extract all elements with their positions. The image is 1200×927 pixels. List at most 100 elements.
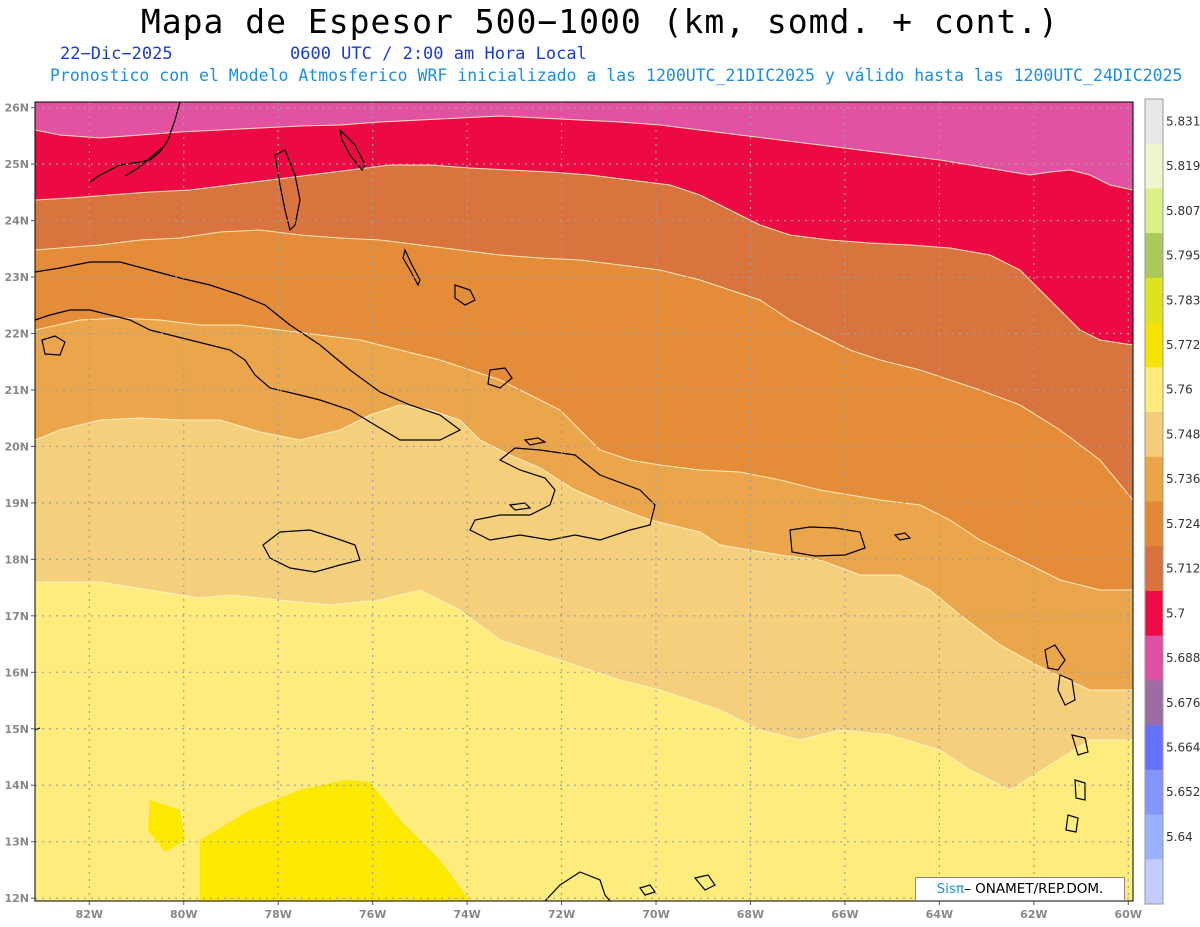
colorbar-segment bbox=[1145, 143, 1163, 189]
colorbar-segment bbox=[1145, 501, 1163, 547]
lon-label: 74W bbox=[453, 908, 480, 921]
colorbar-segment bbox=[1145, 367, 1163, 413]
colorbar-segment bbox=[1145, 859, 1163, 905]
lon-label: 70W bbox=[642, 908, 669, 921]
colorbar-segment bbox=[1145, 814, 1163, 860]
panama-coast bbox=[35, 727, 41, 731]
florida-keys bbox=[124, 147, 163, 177]
forecast-subtitle: Pronostico con el Modelo Atmosferico WRF… bbox=[50, 66, 1183, 85]
colorbar-label: 5.652 bbox=[1166, 785, 1200, 799]
isla-juventud bbox=[41, 335, 66, 356]
coastlines bbox=[35, 102, 1089, 901]
venezuela-coast bbox=[544, 871, 611, 901]
band-5-688 bbox=[35, 102, 1133, 190]
colorbar-segment bbox=[1145, 635, 1163, 681]
colorbar-label: 5.807 bbox=[1166, 204, 1200, 218]
lesser-antilles-5 bbox=[1065, 814, 1079, 833]
colorbar-segment bbox=[1145, 277, 1163, 324]
lon-label: 76W bbox=[359, 908, 386, 921]
lon-label: 64W bbox=[926, 908, 953, 921]
credit-box: Sisπ– ONAMET/REP.DOM. bbox=[915, 877, 1125, 901]
lat-label: 19N bbox=[4, 497, 29, 510]
colorbar-label: 5.831 bbox=[1166, 114, 1200, 128]
lon-label: 68W bbox=[737, 908, 764, 921]
virgin-islands bbox=[893, 532, 912, 541]
latitude-labels: 26N 25N 24N 23N 22N 21N 20N 19N 18N 17N 16N 15N 14N 1… bbox=[4, 102, 35, 905]
lat-label: 12N bbox=[4, 892, 29, 905]
colorbar-label: 5.676 bbox=[1166, 696, 1200, 710]
turks-caicos bbox=[487, 367, 513, 389]
bahamas-andros bbox=[274, 149, 301, 232]
lat-label: 20N bbox=[4, 440, 29, 453]
colorbar-label: 5.736 bbox=[1166, 472, 1200, 486]
gonave bbox=[508, 502, 532, 511]
puerto-rico-coast bbox=[789, 526, 866, 557]
credit-text: – ONAMET/REP.DOM. bbox=[964, 881, 1104, 897]
colorbar-segment bbox=[1145, 99, 1163, 145]
colorbar-label: 5.76 bbox=[1166, 383, 1193, 397]
florida-coast bbox=[89, 102, 181, 183]
lat-label: 15N bbox=[4, 723, 29, 736]
lesser-antilles-1 bbox=[1044, 644, 1066, 671]
colorbar-segment bbox=[1145, 546, 1163, 592]
lon-label: 60W bbox=[1115, 908, 1142, 921]
colorbar-segment bbox=[1145, 769, 1163, 816]
colorbar-label: 5.688 bbox=[1166, 651, 1200, 665]
band-5-7 bbox=[35, 116, 1133, 345]
colorbar-label: 5.7 bbox=[1166, 606, 1185, 620]
lat-label: 18N bbox=[4, 553, 29, 566]
colorbar-label: 5.783 bbox=[1166, 293, 1200, 307]
colorbar-frame bbox=[1144, 98, 1164, 905]
lon-label: 82W bbox=[76, 908, 103, 921]
lat-label: 25N bbox=[4, 158, 29, 171]
grid-lines bbox=[35, 102, 1133, 901]
colorbar-label: 5.748 bbox=[1166, 427, 1200, 441]
lat-label: 14N bbox=[4, 779, 29, 792]
lesser-antilles-3 bbox=[1071, 734, 1089, 756]
lesser-antilles-4 bbox=[1074, 779, 1086, 801]
lat-label: 22N bbox=[4, 328, 29, 341]
lon-label: 78W bbox=[264, 908, 291, 921]
bahamas-long bbox=[402, 248, 421, 287]
bahamas-eleuthera bbox=[339, 128, 366, 172]
colorbar-segment bbox=[1145, 456, 1163, 502]
tortuga bbox=[523, 437, 547, 446]
cuba-coast bbox=[35, 261, 462, 441]
map-title: Mapa de Espesor 500−1000 (km, somd. + co… bbox=[140, 2, 1060, 41]
colorbar-label: 5.795 bbox=[1166, 249, 1200, 263]
forecast-time: 0600 UTC / 2:00 am Hora Local bbox=[290, 44, 587, 64]
band-5-748 bbox=[35, 405, 1133, 790]
lat-label: 21N bbox=[4, 384, 29, 397]
colorbar-segment bbox=[1145, 590, 1163, 637]
lat-label: 23N bbox=[4, 271, 29, 284]
colorbar-segment bbox=[1145, 680, 1163, 726]
lesser-antilles-2 bbox=[1057, 674, 1076, 706]
aruba bbox=[639, 884, 656, 896]
colorbar-label: 5.664 bbox=[1166, 740, 1200, 754]
colorbar: 5.831 5.819 5.807 5.795 5.783 5.772 5.76 5.748 5… bbox=[1144, 98, 1200, 905]
colorbar-label: 5.64 bbox=[1166, 830, 1193, 844]
hispaniola-coast bbox=[469, 447, 656, 541]
lat-label: 17N bbox=[4, 610, 29, 623]
lon-label: 62W bbox=[1020, 908, 1047, 921]
map-frame bbox=[34, 101, 1134, 902]
colorbar-label: 5.772 bbox=[1166, 338, 1200, 352]
colorbar-segment bbox=[1145, 188, 1163, 234]
jamaica-coast bbox=[262, 529, 361, 573]
lat-label: 16N bbox=[4, 666, 29, 679]
colorbar-label: 5.724 bbox=[1166, 517, 1200, 531]
credit-brand: Sisπ bbox=[936, 881, 965, 897]
band-5-772-patch bbox=[148, 800, 185, 852]
lat-label: 26N bbox=[4, 102, 29, 115]
bahamas-inagua bbox=[454, 284, 476, 306]
colorbar-segment bbox=[1145, 322, 1163, 368]
band-5-76 bbox=[35, 582, 1133, 901]
contour-lines bbox=[35, 115, 1133, 791]
lon-label: 80W bbox=[170, 908, 197, 921]
curacao bbox=[693, 874, 716, 891]
band-5-724 bbox=[35, 230, 1133, 590]
colorbar-segment bbox=[1145, 412, 1163, 458]
lon-label: 66W bbox=[831, 908, 858, 921]
lon-label: 72W bbox=[548, 908, 575, 921]
